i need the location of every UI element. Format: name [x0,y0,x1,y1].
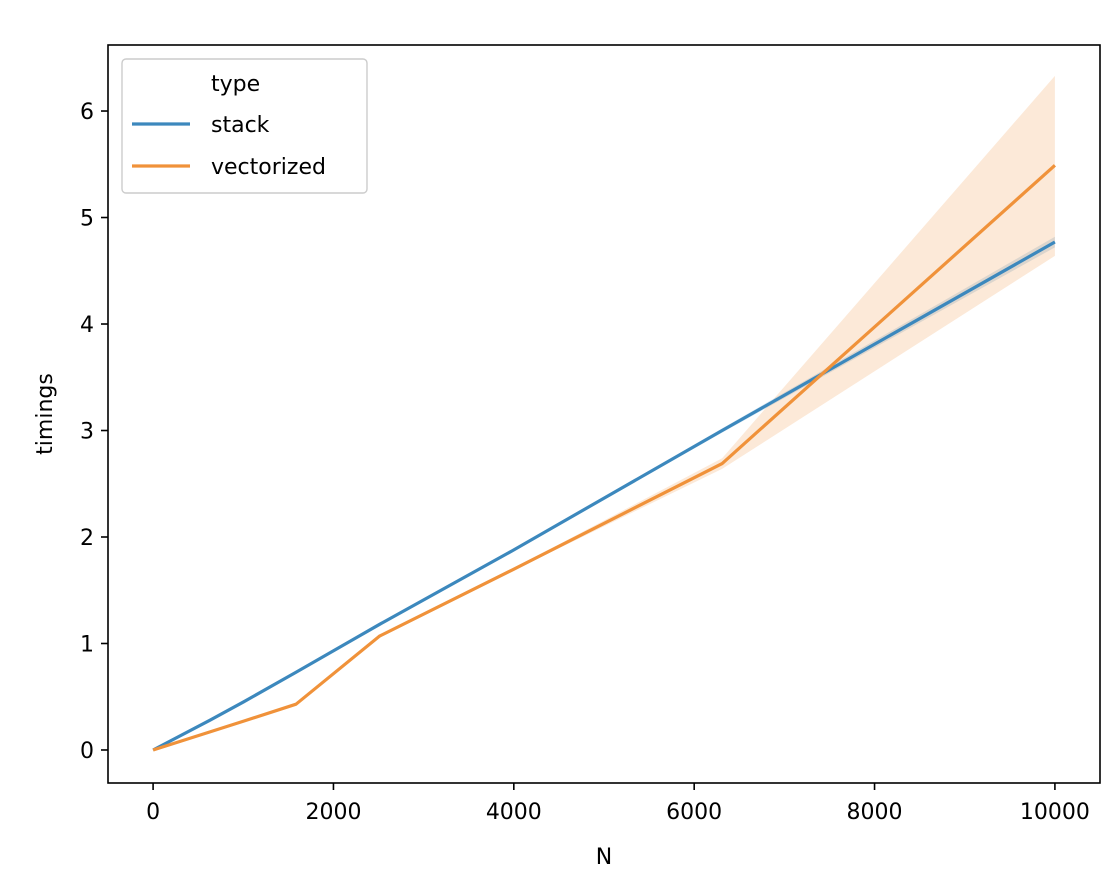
x-tick-label: 4000 [486,800,542,825]
legend-label-stack: stack [211,113,270,138]
x-tick-label: 10000 [1020,800,1090,825]
x-tick-label: 8000 [847,800,903,825]
x-axis: 0 2000 4000 6000 8000 10000 [146,783,1090,825]
x-tick-label: 6000 [666,800,722,825]
legend-box [121,58,368,194]
x-tick-label: 2000 [305,800,361,825]
y-tick-label: 5 [80,207,94,232]
legend: type stack vectorized [121,58,368,194]
y-tick-label: 6 [80,100,94,125]
y-axis: 0 1 2 3 4 5 6 [80,100,108,764]
legend-title: type [211,72,260,97]
y-tick-label: 0 [80,739,94,764]
y-axis-label: timings [33,373,58,455]
y-tick-label: 1 [80,632,94,657]
y-tick-label: 3 [80,420,94,445]
axes-frame [107,44,1101,784]
legend-label-vectorized: vectorized [211,155,326,180]
x-axis-label: N [596,845,612,870]
y-tick-label: 4 [80,313,94,338]
plot-area [152,75,1056,752]
series-line-vectorized [152,164,1056,752]
series-line-stack [152,240,1056,752]
y-tick-label: 2 [80,526,94,551]
x-tick-label: 0 [146,800,160,825]
